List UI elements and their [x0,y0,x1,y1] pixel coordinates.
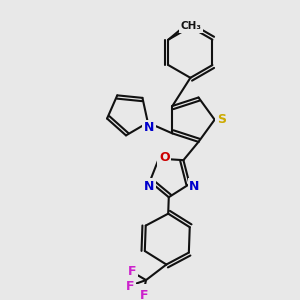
Text: CH₃: CH₃ [181,21,202,31]
Text: F: F [140,289,148,300]
Text: S: S [217,112,226,126]
Text: F: F [126,280,134,293]
Text: N: N [144,121,154,134]
Text: N: N [189,180,200,193]
Text: O: O [159,151,169,164]
Text: N: N [144,180,154,193]
Text: F: F [128,265,136,278]
